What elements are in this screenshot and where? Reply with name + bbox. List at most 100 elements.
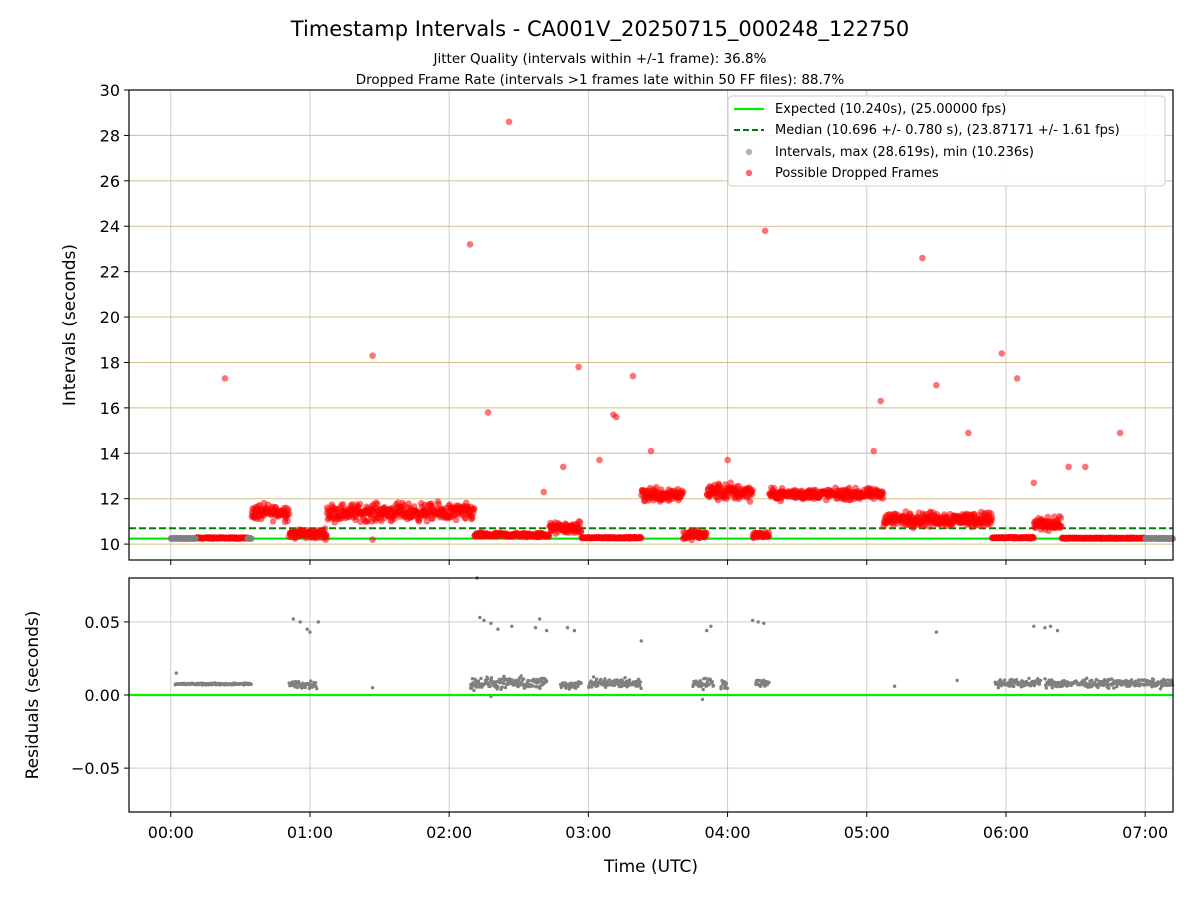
residual-point <box>502 674 506 678</box>
residual-point <box>506 682 510 686</box>
residual-point <box>1110 677 1114 681</box>
y-tick-label: 14 <box>100 444 120 463</box>
residual-point <box>1112 686 1116 690</box>
residual-point <box>305 627 309 631</box>
dropped-frame-point <box>1013 375 1021 382</box>
residual-point <box>590 685 594 689</box>
residual-point <box>627 678 632 682</box>
residual-point <box>750 618 755 623</box>
y-tick-label: 24 <box>100 217 120 236</box>
residual-point <box>544 679 549 683</box>
residuals-x-ticks: 00:00 01:00 02:00 03:00 04:00 05:00 06:00 07:00 <box>148 812 1168 842</box>
dropped-frame-point <box>870 447 877 455</box>
legend-dropped-swatch <box>745 169 753 177</box>
dropped-frame-point <box>339 501 347 508</box>
dropped-frame-point <box>435 500 442 508</box>
residual-point <box>711 683 716 688</box>
dropped-frame-point <box>284 517 292 525</box>
dropped-frame-point <box>540 488 548 496</box>
residual-point <box>298 620 302 624</box>
dropped-frame-point <box>576 519 584 526</box>
residual-point <box>519 674 523 678</box>
x-tick-label: 00:00 <box>148 823 194 842</box>
residual-point <box>1055 628 1060 633</box>
residual-point <box>1032 624 1036 628</box>
residual-point <box>934 630 939 634</box>
y-tick-label: 18 <box>100 353 120 372</box>
legend-intervals-swatch <box>745 148 753 156</box>
residual-point <box>996 686 1000 690</box>
dropped-frame-point <box>877 397 884 405</box>
dropped-frame-point <box>1082 463 1089 471</box>
residual-point <box>498 678 502 682</box>
residual-point <box>709 624 713 628</box>
residual-point <box>489 621 493 625</box>
residual-point <box>639 686 643 691</box>
dropped-frame-point <box>285 506 292 513</box>
y-tick-label: 0.00 <box>84 686 120 705</box>
residual-point <box>1044 686 1049 690</box>
residual-point <box>599 677 603 682</box>
dropped-frame-point <box>596 456 603 464</box>
dropped-frame-point <box>965 429 972 437</box>
dropped-frame-point <box>369 352 376 360</box>
residual-point <box>576 684 580 688</box>
residual-point <box>1003 678 1007 682</box>
dropped-frame-point <box>1116 429 1124 437</box>
residuals-y-ticks: −0.05 0.00 0.05 <box>71 613 129 778</box>
chart-title: Timestamp Intervals - CA001V_20250715_00… <box>290 17 909 42</box>
dropped-frame-point <box>221 375 229 382</box>
residual-point <box>892 684 897 688</box>
y-tick-label: 10 <box>100 535 120 554</box>
residual-point <box>500 685 504 689</box>
dropped-frame-point <box>505 118 513 126</box>
residual-point <box>472 688 476 693</box>
dropped-frame-point <box>1030 479 1038 487</box>
residual-point <box>524 685 529 689</box>
legend: Expected (10.240s), (25.00000 fps) Media… <box>727 95 1166 187</box>
residual-point <box>1151 678 1156 682</box>
residual-point <box>496 685 500 689</box>
x-tick-label: 07:00 <box>1122 823 1168 842</box>
dropped-frame-point <box>1065 463 1072 471</box>
residual-point <box>639 639 643 643</box>
residual-point <box>531 684 535 688</box>
residual-point <box>596 684 600 688</box>
residual-point <box>174 671 178 675</box>
residual-point <box>724 681 728 685</box>
residual-point <box>756 620 760 624</box>
dropped-frame-point <box>746 498 754 505</box>
residual-point <box>574 686 578 690</box>
residual-point <box>1050 686 1055 690</box>
chart-subtitle-jitter: Jitter Quality (intervals within +/-1 fr… <box>433 51 767 67</box>
dropped-frame-point <box>637 534 645 542</box>
x-tick-label: 06:00 <box>983 823 1029 842</box>
dropped-frame-point <box>765 532 773 540</box>
residual-point <box>521 677 526 681</box>
residual-point <box>510 624 514 628</box>
dropped-frame-point <box>879 490 887 497</box>
legend-intervals-label: Intervals, max (28.619s), min (10.236s) <box>775 145 1034 160</box>
residual-point <box>303 685 307 690</box>
legend-box <box>727 95 1166 187</box>
interval-point <box>192 535 199 542</box>
dropped-frame-point <box>373 500 381 508</box>
residual-point <box>698 679 702 683</box>
residual-point <box>316 620 320 624</box>
dropped-frame-point <box>727 479 734 487</box>
y-tick-label: 16 <box>100 399 120 418</box>
residual-point <box>291 617 295 621</box>
x-tick-label: 04:00 <box>705 823 751 842</box>
residual-point <box>608 679 612 683</box>
residual-point <box>767 680 771 685</box>
residual-point <box>482 618 486 623</box>
residual-point <box>309 679 313 683</box>
dropped-frame-point <box>468 514 476 522</box>
dropped-frame-point <box>998 350 1006 357</box>
dropped-frame-point <box>285 511 293 518</box>
residual-point <box>503 685 508 690</box>
residual-point <box>520 680 524 684</box>
dropped-frame-point <box>323 534 331 541</box>
